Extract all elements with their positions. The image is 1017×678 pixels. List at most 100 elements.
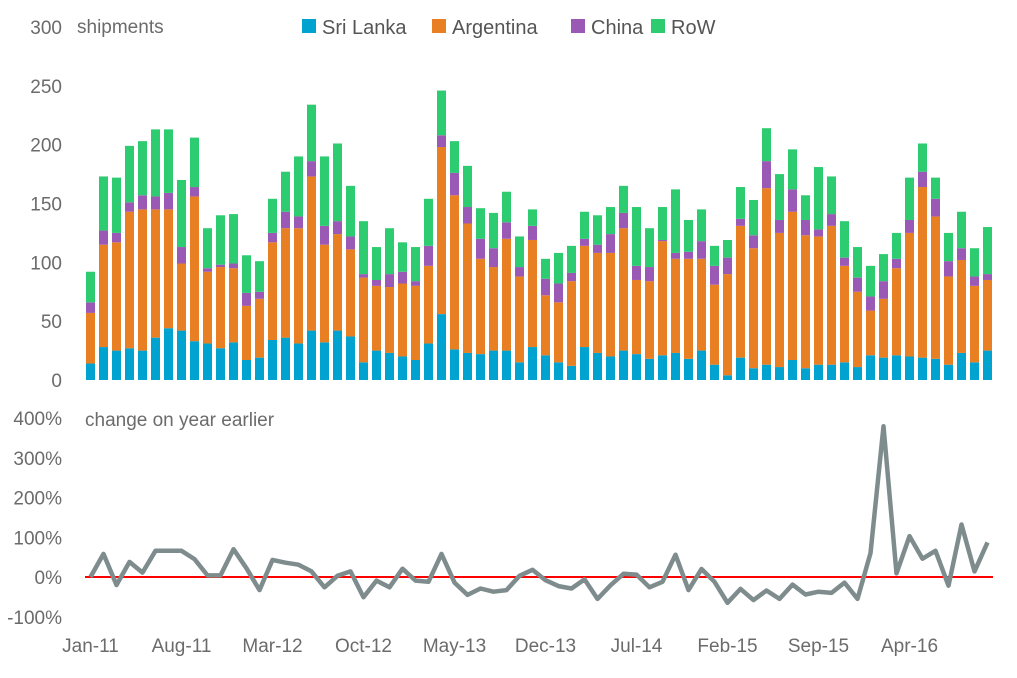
bar-segment-sri-lanka <box>632 354 641 380</box>
bar-segment-argentina <box>840 266 849 362</box>
bar-segment-row <box>489 213 498 248</box>
x-tick-label: Apr-16 <box>881 636 938 657</box>
bar-segment-sri-lanka <box>710 365 719 380</box>
bar-segment-china <box>502 222 511 238</box>
bar-segment-china <box>840 258 849 266</box>
bar-segment-china <box>229 264 238 269</box>
bar-segment-row <box>333 143 342 221</box>
bar-segment-china <box>853 278 862 292</box>
bar-segment-row <box>853 247 862 278</box>
y-tick-label: 300 <box>30 18 62 39</box>
bar-segment-argentina <box>255 299 264 358</box>
bar-segment-argentina <box>580 246 589 347</box>
bar-segment-argentina <box>749 248 758 368</box>
bar-segment-argentina <box>801 235 810 368</box>
x-tick-label: Sep-15 <box>788 636 849 657</box>
bar-segment-sri-lanka <box>385 353 394 380</box>
bar-segment-row <box>580 212 589 239</box>
bar-segment-row <box>450 141 459 173</box>
bar-segment-argentina <box>554 302 563 362</box>
bar-segment-row <box>86 272 95 303</box>
bar-segment-china <box>827 214 836 226</box>
y-tick-label: 400% <box>13 409 62 430</box>
bar-segment-sri-lanka <box>203 344 212 380</box>
bar-segment-sri-lanka <box>840 362 849 380</box>
legend-swatch-row <box>651 19 665 33</box>
bar-segment-sri-lanka <box>593 353 602 380</box>
bar-segment-argentina <box>476 259 485 354</box>
bar-segment-sri-lanka <box>294 344 303 380</box>
bar-segment-row <box>749 200 758 235</box>
bar-segment-argentina <box>697 259 706 351</box>
legend-label: China <box>591 17 644 39</box>
bar-segment-china <box>463 207 472 223</box>
bar-segment-sri-lanka <box>502 351 511 380</box>
bar-segment-china <box>697 241 706 259</box>
y-tick-label: 150 <box>30 195 62 216</box>
bar-segment-china <box>411 281 420 286</box>
bar-segment-sri-lanka <box>957 353 966 380</box>
bar-segment-argentina <box>242 306 251 360</box>
bar-segment-row <box>320 156 329 225</box>
bar-segment-china <box>944 261 953 276</box>
bar-segment-sri-lanka <box>268 340 277 380</box>
bar-segment-china <box>619 213 628 228</box>
bar-segment-china <box>632 266 641 280</box>
bar-segment-china <box>294 216 303 228</box>
bar-segment-row <box>723 240 732 258</box>
bar-segment-china <box>580 239 589 246</box>
bar-segment-sri-lanka <box>983 351 992 380</box>
bar-segment-sri-lanka <box>112 351 121 380</box>
bar-segment-row <box>502 192 511 223</box>
bar-segment-argentina <box>788 212 797 360</box>
bar-segment-row <box>411 247 420 281</box>
bar-segment-sri-lanka <box>580 347 589 380</box>
y-tick-label: 200% <box>13 489 62 510</box>
bar-segment-sri-lanka <box>567 366 576 380</box>
bar-segment-china <box>528 226 537 240</box>
bar-segment-sri-lanka <box>788 360 797 380</box>
x-tick-label: Mar-12 <box>242 636 302 657</box>
bar-segment-china <box>151 196 160 209</box>
bar-segment-china <box>892 259 901 268</box>
bar-segment-row <box>840 221 849 257</box>
bar-segment-china <box>424 246 433 266</box>
bar-segment-sri-lanka <box>398 356 407 380</box>
bar-segment-china <box>593 245 602 253</box>
bar-segment-argentina <box>853 292 862 367</box>
bar-segment-china <box>814 229 823 236</box>
x-tick-label: Aug-11 <box>152 636 212 657</box>
bar-segment-argentina <box>515 276 524 362</box>
bar-segment-argentina <box>424 266 433 344</box>
bar-segment-china <box>164 193 173 209</box>
bar-segment-argentina <box>463 224 472 353</box>
bar-segment-china <box>801 220 810 235</box>
bar-segment-row <box>203 228 212 268</box>
bar-segment-row <box>593 215 602 244</box>
bar-segment-china <box>255 292 264 299</box>
bar-segment-argentina <box>541 295 550 355</box>
bar-segment-argentina <box>411 286 420 360</box>
bar-segment-argentina <box>619 228 628 350</box>
bar-segment-argentina <box>593 253 602 353</box>
bar-segment-argentina <box>268 242 277 340</box>
bar-segment-row <box>307 105 316 161</box>
bar-segment-sri-lanka <box>827 365 836 380</box>
bar-segment-china <box>450 173 459 195</box>
bar-segment-row <box>814 167 823 229</box>
bar-segment-row <box>99 176 108 230</box>
bar-segment-china <box>788 189 797 211</box>
bar-segment-row <box>528 209 537 225</box>
bar-segment-sri-lanka <box>307 331 316 380</box>
legend-label: Argentina <box>452 17 538 39</box>
bar-segment-china <box>983 274 992 280</box>
bar-segment-sri-lanka <box>177 331 186 380</box>
top-y-axis-label: shipments <box>77 17 164 38</box>
y-tick-label: -100% <box>7 608 62 629</box>
bar-segment-row <box>151 129 160 196</box>
bar-segment-argentina <box>177 264 186 331</box>
bar-segment-argentina <box>918 187 927 358</box>
bar-segment-sri-lanka <box>333 331 342 380</box>
bar-segment-sri-lanka <box>489 351 498 380</box>
